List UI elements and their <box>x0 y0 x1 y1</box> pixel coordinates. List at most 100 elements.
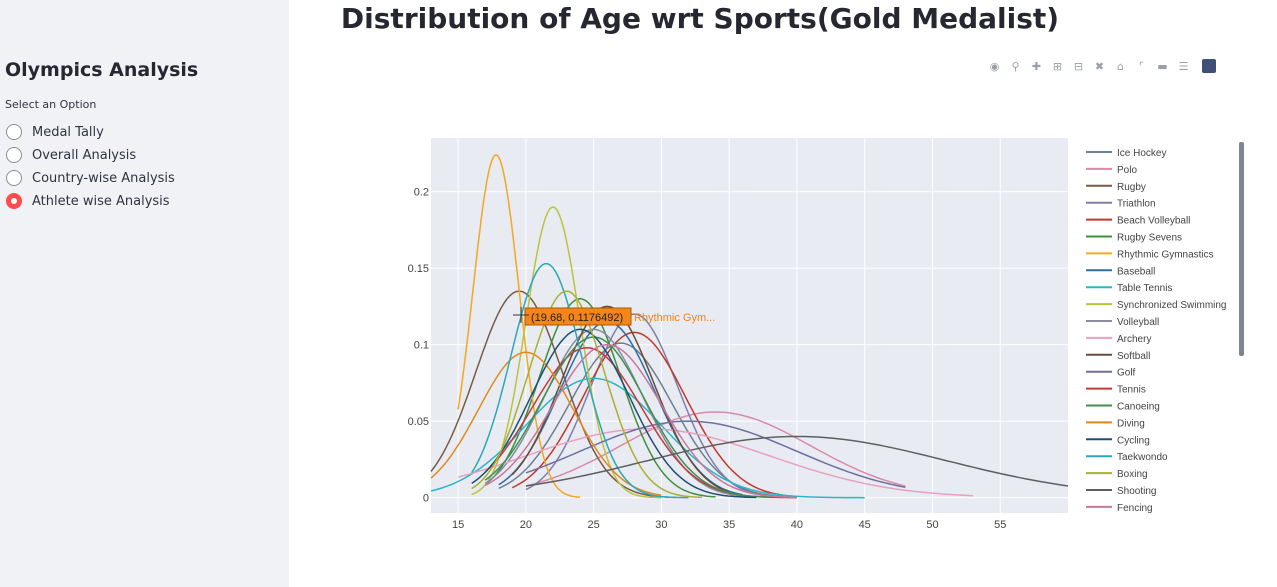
legend-item[interactable]: Polo <box>1086 165 1137 176</box>
radio-option-overall-analysis[interactable]: Overall Analysis <box>6 145 136 165</box>
legend-label: Baseball <box>1117 266 1155 277</box>
series-line[interactable] <box>484 328 757 498</box>
radio-option-medal-tally[interactable]: Medal Tally <box>6 122 104 142</box>
x-tick-label: 30 <box>655 519 667 531</box>
hover-series-text: Rhythmic Gym... <box>634 312 715 324</box>
legend-label: Table Tennis <box>1117 283 1172 294</box>
autoscale-icon[interactable]: ✖ <box>1094 59 1105 73</box>
legend-label: Archery <box>1117 334 1151 345</box>
hover-closest-icon[interactable]: ▬ <box>1157 59 1168 73</box>
age-distribution-chart[interactable]: 15 20 25 30 35 40 45 50 55 0 0.05 0.1 0.15 0.2 Ice Ho… <box>300 125 1260 535</box>
legend-label: Rugby <box>1117 182 1146 193</box>
legend-label: Diving <box>1117 418 1145 429</box>
legend-item[interactable]: Cycling <box>1086 435 1150 446</box>
legend-item[interactable]: Shooting <box>1086 486 1156 497</box>
radio-option-label: Country-wise Analysis <box>32 170 175 186</box>
legend-item[interactable]: Baseball <box>1086 266 1155 277</box>
legend-label: Rugby Sevens <box>1117 233 1182 244</box>
series-line[interactable] <box>525 420 906 489</box>
reset-axes-icon[interactable]: ⌂ <box>1117 59 1124 73</box>
camera-icon[interactable]: ◉ <box>989 59 1000 73</box>
legend-label: Canoeing <box>1117 402 1160 413</box>
x-tick-label: 55 <box>994 519 1006 531</box>
series-line[interactable] <box>457 153 581 499</box>
series-line[interactable] <box>525 435 1069 487</box>
hover-value-text: (19.68, 0.1176492) <box>531 312 623 324</box>
x-tick-label: 40 <box>791 519 803 531</box>
legend-item[interactable]: Diving <box>1086 418 1145 429</box>
y-tick-label: 0.2 <box>414 187 429 199</box>
y-tick-label: 0.05 <box>408 416 429 428</box>
legend-label: Synchronized Swimming <box>1117 300 1227 311</box>
legend-item[interactable]: Golf <box>1086 368 1136 379</box>
radio-option-label: Athlete wise Analysis <box>32 193 170 209</box>
x-tick-label: 45 <box>859 519 871 531</box>
zoom-out-icon[interactable]: ⊟ <box>1073 59 1084 73</box>
legend-item[interactable]: Beach Volleyball <box>1086 216 1190 227</box>
x-tick-label: 25 <box>588 519 600 531</box>
plot-modebar: ◉ ⚲ ✚ ⊞ ⊟ ✖ ⌂ ⌜ ▬ ☰ <box>986 58 1216 74</box>
legend-item[interactable]: Rugby <box>1086 182 1146 193</box>
axis-ticks: 15 20 25 30 35 40 45 50 55 0 0.05 0.1 0.15 0.2 <box>408 187 1007 531</box>
series-line[interactable] <box>457 428 974 497</box>
legend-label: Shooting <box>1117 486 1156 497</box>
hover-label-box <box>524 307 632 326</box>
radio-option-label: Overall Analysis <box>32 147 137 163</box>
zoom-in-icon[interactable]: ⊞ <box>1052 59 1063 73</box>
legend-item[interactable]: Fencing <box>1086 503 1153 514</box>
legend-item[interactable]: Softball <box>1086 351 1150 362</box>
legend-item[interactable]: Boxing <box>1086 469 1148 480</box>
legend-label: Cycling <box>1117 435 1150 446</box>
hover-tooltip: (19.68, 0.1176492) Rhythmic Gym... <box>513 307 715 326</box>
pan-icon[interactable]: ✚ <box>1031 59 1042 73</box>
legend-item[interactable]: Synchronized Swimming <box>1086 300 1227 311</box>
series-line[interactable] <box>471 328 757 499</box>
x-tick-label: 50 <box>926 519 938 531</box>
legend-item[interactable]: Rhythmic Gymnastics <box>1086 249 1214 260</box>
hover-compare-icon[interactable]: ☰ <box>1178 59 1189 73</box>
series-line[interactable] <box>430 290 676 499</box>
legend-label: Ice Hockey <box>1117 148 1166 159</box>
legend-item[interactable]: Canoeing <box>1086 402 1160 413</box>
legend-label: Triathlon <box>1117 199 1156 210</box>
spike-lines-icon[interactable]: ⌜ <box>1138 59 1145 73</box>
legend-label: Rhythmic Gymnastics <box>1117 249 1214 260</box>
series-line[interactable] <box>525 411 906 487</box>
x-tick-label: 20 <box>520 519 532 531</box>
sidebar-title: Olympics Analysis <box>5 59 199 81</box>
radio-button-selected[interactable] <box>6 193 22 209</box>
legend-item[interactable]: Table Tennis <box>1086 283 1172 294</box>
sidebar: Olympics Analysis Select an Option Medal… <box>0 0 289 587</box>
series-line[interactable] <box>484 336 770 498</box>
legend-item[interactable]: Archery <box>1086 334 1151 345</box>
radio-option-country-wise-analysis[interactable]: Country-wise Analysis <box>6 168 175 188</box>
legend-item[interactable]: Volleyball <box>1086 317 1159 328</box>
legend-scrollbar[interactable] <box>1239 142 1244 356</box>
radio-option-athlete-wise-analysis[interactable]: Athlete wise Analysis <box>6 191 170 211</box>
radio-button[interactable] <box>6 170 22 186</box>
legend-item[interactable]: Triathlon <box>1086 199 1156 210</box>
series-line[interactable] <box>511 331 797 498</box>
plotly-logo-icon[interactable] <box>1202 59 1216 73</box>
legend-label: Taekwondo <box>1117 452 1168 463</box>
legend-item[interactable]: Ice Hockey <box>1086 148 1166 159</box>
radio-button[interactable] <box>6 147 22 163</box>
legend-label: Boxing <box>1117 469 1148 480</box>
radio-button[interactable] <box>6 124 22 140</box>
legend-label: Polo <box>1117 165 1137 176</box>
series-line[interactable] <box>471 262 689 499</box>
legend-label: Softball <box>1117 351 1150 362</box>
y-tick-label: 0.1 <box>414 340 429 352</box>
legend-item[interactable]: Rugby Sevens <box>1086 233 1182 244</box>
series-lines[interactable] <box>430 153 1069 499</box>
legend-label: Tennis <box>1117 385 1146 396</box>
zoom-icon[interactable]: ⚲ <box>1011 59 1020 73</box>
legend-label: Fencing <box>1117 503 1153 514</box>
legend-item[interactable]: Tennis <box>1086 385 1146 396</box>
legend-item[interactable]: Taekwondo <box>1086 452 1168 463</box>
legend-label: Beach Volleyball <box>1117 216 1190 227</box>
legend[interactable]: Ice Hockey Polo Rugby Triathlon Beach Volley… <box>1086 148 1227 514</box>
series-line[interactable] <box>471 206 662 499</box>
series-line[interactable] <box>484 343 797 499</box>
x-tick-label: 15 <box>452 519 464 531</box>
